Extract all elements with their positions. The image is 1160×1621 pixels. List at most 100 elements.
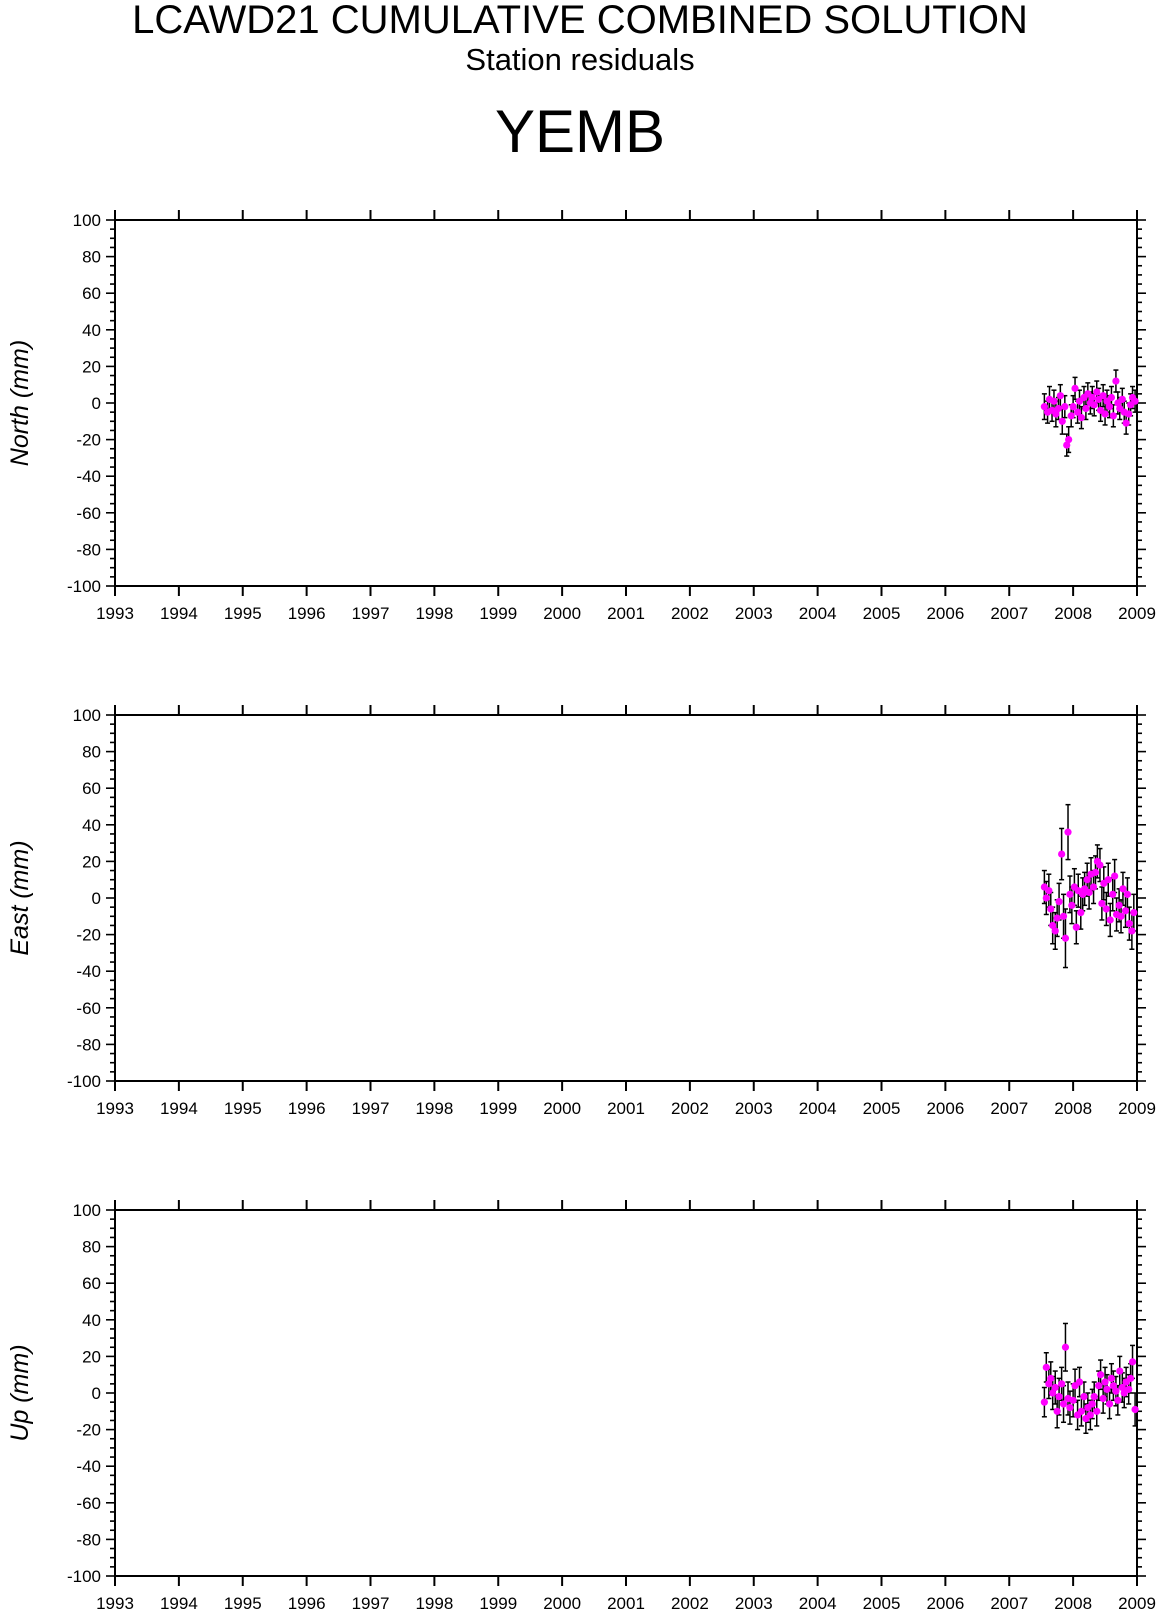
data-point: [1073, 408, 1082, 416]
data-point: [1121, 907, 1130, 915]
x-tick-label: 2003: [735, 1099, 773, 1118]
x-tick-label: 2004: [799, 1099, 837, 1118]
data-point: [1064, 828, 1072, 836]
data-point: [1063, 441, 1071, 449]
data-point: [1093, 388, 1101, 396]
data-point: [1077, 1407, 1086, 1415]
data-point: [1053, 914, 1061, 922]
data-point: [1118, 1383, 1126, 1392]
data-point: [1050, 397, 1058, 405]
data-point: [1072, 923, 1080, 931]
data-point: [1047, 905, 1055, 913]
x-tick-label: 1999: [479, 604, 517, 623]
data-point: [1109, 1382, 1117, 1390]
data-point: [1128, 927, 1136, 935]
data-point: [1099, 1394, 1107, 1403]
data-point: [1117, 912, 1125, 920]
x-tick-label: 2005: [863, 1594, 901, 1613]
data-point: [1091, 868, 1100, 876]
x-tick-label: 1995: [224, 604, 262, 623]
x-tick-label: 1997: [352, 1594, 390, 1613]
data-point: [1042, 1363, 1050, 1371]
y-axis-label: Up (mm): [6, 1344, 34, 1441]
data-point: [1125, 920, 1133, 928]
data-point: [1075, 1378, 1084, 1386]
y-tick-label: -60: [76, 504, 101, 523]
data-point: [1114, 1396, 1122, 1404]
data-point: [1053, 1407, 1061, 1415]
data-point: [1061, 403, 1069, 411]
y-tick-label: 0: [92, 1384, 101, 1403]
data-point: [1077, 909, 1085, 917]
x-tick-label: 1993: [96, 1099, 134, 1118]
x-tick-label: 2006: [926, 1594, 964, 1613]
y-tick-label: -40: [76, 1457, 101, 1476]
x-tick-label: 2008: [1054, 1594, 1092, 1613]
x-tick-label: 1996: [288, 1099, 326, 1118]
x-tick-label: 2009: [1118, 1594, 1156, 1613]
y-tick-label: 60: [82, 1274, 101, 1293]
x-tick-label: 1999: [479, 1594, 517, 1613]
y-tick-label: -40: [76, 962, 101, 981]
y-tick-label: -20: [76, 431, 101, 450]
data-point: [1115, 901, 1123, 909]
x-tick-label: 2009: [1118, 604, 1156, 623]
data-point: [1103, 1385, 1111, 1393]
y-tick-label: -80: [76, 540, 101, 559]
data-point: [1106, 916, 1114, 924]
data-point: [1125, 410, 1133, 418]
data-point: [1045, 887, 1053, 895]
x-tick-label: 2008: [1054, 604, 1092, 623]
x-tick-label: 1993: [96, 1594, 134, 1613]
data-point: [1056, 392, 1064, 400]
y-tick-label: 40: [82, 321, 101, 340]
data-point: [1130, 909, 1138, 917]
data-point: [1051, 1383, 1059, 1392]
y-axis-label: East (mm): [6, 840, 34, 955]
data-point: [1077, 414, 1086, 422]
data-point: [1061, 934, 1070, 942]
data-point: [1098, 899, 1106, 908]
data-point: [1123, 890, 1132, 898]
data-point: [1067, 412, 1075, 420]
data-point: [1045, 1380, 1053, 1388]
x-tick-label: 1995: [224, 1099, 262, 1118]
data-point: [1085, 888, 1093, 897]
data-point: [1095, 1382, 1103, 1390]
data-point: [1068, 901, 1076, 909]
x-tick-label: 1997: [352, 1099, 390, 1118]
y-tick-label: 20: [82, 357, 101, 376]
y-tick-label: -20: [76, 926, 101, 945]
data-point: [1071, 384, 1079, 392]
data-point: [1059, 912, 1068, 920]
x-tick-label: 2004: [799, 1594, 837, 1613]
data-point: [1042, 894, 1050, 902]
data-point: [1090, 401, 1098, 409]
data-point: [1065, 436, 1073, 444]
data-point: [1054, 404, 1063, 413]
data-point: [1080, 1393, 1088, 1401]
data-point: [1109, 890, 1117, 898]
x-tick-label: 1996: [288, 604, 326, 623]
data-point: [1052, 410, 1060, 418]
x-tick-label: 1997: [352, 604, 390, 623]
x-tick-label: 2005: [863, 1099, 901, 1118]
data-point: [1088, 1400, 1096, 1408]
data-point: [1069, 1396, 1077, 1404]
y-tick-label: 0: [92, 889, 101, 908]
x-tick-label: 1998: [415, 1099, 453, 1118]
x-tick-label: 1993: [96, 604, 134, 623]
x-tick-label: 2000: [543, 604, 581, 623]
data-point: [1109, 412, 1117, 420]
data-point: [1102, 905, 1110, 913]
data-point: [1047, 1374, 1055, 1382]
data-point: [1089, 883, 1098, 891]
data-point: [1090, 1393, 1098, 1401]
x-tick-label: 2000: [543, 1594, 581, 1613]
data-point: [1061, 1343, 1070, 1351]
data-point: [1086, 1411, 1094, 1419]
x-tick-label: 1994: [160, 1099, 198, 1118]
data-point: [1107, 1374, 1116, 1382]
y-tick-label: 60: [82, 284, 101, 303]
data-point: [1096, 861, 1104, 869]
